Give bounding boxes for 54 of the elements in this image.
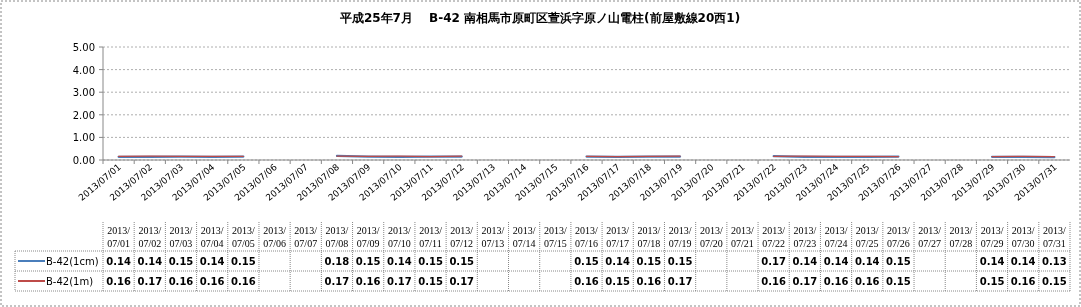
data-label: 0.17 bbox=[386, 276, 412, 287]
data-label: 0.17 bbox=[449, 276, 475, 287]
data-label: 0.14 bbox=[137, 256, 163, 267]
data-label: 0.15 bbox=[667, 256, 693, 267]
data-label: 0.14 bbox=[199, 256, 225, 267]
y-tick-label: 4.00 bbox=[72, 64, 95, 76]
data-label: 0.14 bbox=[1010, 256, 1036, 267]
data-label: 0.16 bbox=[1010, 276, 1036, 287]
data-label: 0.15 bbox=[574, 256, 599, 267]
data-label: 0.16 bbox=[168, 276, 194, 287]
data-label: 0.16 bbox=[231, 276, 256, 287]
data-label: 0.17 bbox=[137, 276, 163, 287]
data-label: 0.16 bbox=[761, 276, 787, 287]
data-label: 0.17 bbox=[761, 256, 787, 267]
chart-title: 平成25年7月 B-42 南相馬市原町区萱浜字原ノ山電柱(前屋敷線20西1) bbox=[338, 11, 741, 25]
data-label: 0.14 bbox=[605, 256, 631, 267]
y-tick-label: 5.00 bbox=[72, 42, 95, 53]
data-label: 0.14 bbox=[979, 256, 1005, 267]
data-label: 0.14 bbox=[823, 256, 849, 267]
data-label: 0.16 bbox=[199, 276, 225, 287]
y-tick-label: 3.00 bbox=[72, 87, 95, 99]
data-label: 0.15 bbox=[418, 256, 443, 267]
data-label: 0.15 bbox=[979, 276, 1005, 287]
y-tick-label: 2.00 bbox=[72, 109, 95, 121]
data-label: 0.14 bbox=[386, 256, 412, 267]
data-label: 0.17 bbox=[792, 276, 818, 287]
legend-label: B-42(1cm) bbox=[46, 256, 99, 267]
data-label: 0.15 bbox=[605, 276, 631, 287]
data-label: 0.15 bbox=[449, 256, 475, 267]
data-label: 0.16 bbox=[823, 276, 849, 287]
data-label: 0.15 bbox=[231, 256, 256, 267]
y-tick-label: 0.00 bbox=[72, 155, 95, 166]
data-label: 0.16 bbox=[574, 276, 599, 287]
data-label: 0.16 bbox=[106, 276, 131, 287]
data-label: 0.15 bbox=[1042, 276, 1067, 287]
data-label: 0.14 bbox=[792, 256, 818, 267]
data-label: 0.15 bbox=[355, 256, 381, 267]
data-label: 0.14 bbox=[854, 256, 880, 267]
table: 2013/07/01 2013/07/02 2013/07/03 2013/07/04 2013/07/05 2013/07/06 2013/07/07 2013/07/08 2013/07/09 2013/07/10 2013/07/11 2013/07/12 2013/07/13 2013/07/14 2013/07/15 2013/07/16 2013/07/17 2013/07/18 2013/07/19 2013/07/20 2013/07/21 2013/07/22 2013/07/23 2013/07/24 2013/07/25 2013/07/26 2013/07/27 2013/07/28 2013/07/29 2013/07/30 2013/07/31 B-42(1cm) 0.14 0.14 0.15 0.14 0.15 0.18 0.15 0.14 0.15 0.15 0.15 0.14 0.15 0.15 0.17 0.14 0.14 0.14 0.15 0.14 0.14 0.13 B-42(1m) 0.16 0.17 0.16 0.16 0.16 0.17 0.16 0.17 0.15 0.17 0.16 0.15 0.16 0.17 0.16 0.17 0.16 0.16 0.15 0.15 0.16 0.15 bbox=[14, 221, 1071, 292]
data-label: 0.18 bbox=[324, 256, 350, 267]
legend-label: B-42(1m) bbox=[46, 276, 94, 287]
data-label: 0.17 bbox=[324, 276, 350, 287]
data-label: 0.13 bbox=[1042, 256, 1067, 267]
data-label: 0.17 bbox=[667, 276, 693, 287]
data-label: 0.15 bbox=[636, 256, 662, 267]
data-label: 0.16 bbox=[355, 276, 381, 287]
data-label: 0.15 bbox=[418, 276, 443, 287]
data-label: 0.16 bbox=[636, 276, 662, 287]
data-label: 0.14 bbox=[106, 256, 131, 267]
data-label: 0.16 bbox=[854, 276, 880, 287]
data-label: 0.15 bbox=[886, 276, 911, 287]
y-tick-label: 1.00 bbox=[72, 132, 95, 144]
data-label: 0.15 bbox=[168, 256, 194, 267]
data-label: 0.15 bbox=[886, 256, 911, 267]
